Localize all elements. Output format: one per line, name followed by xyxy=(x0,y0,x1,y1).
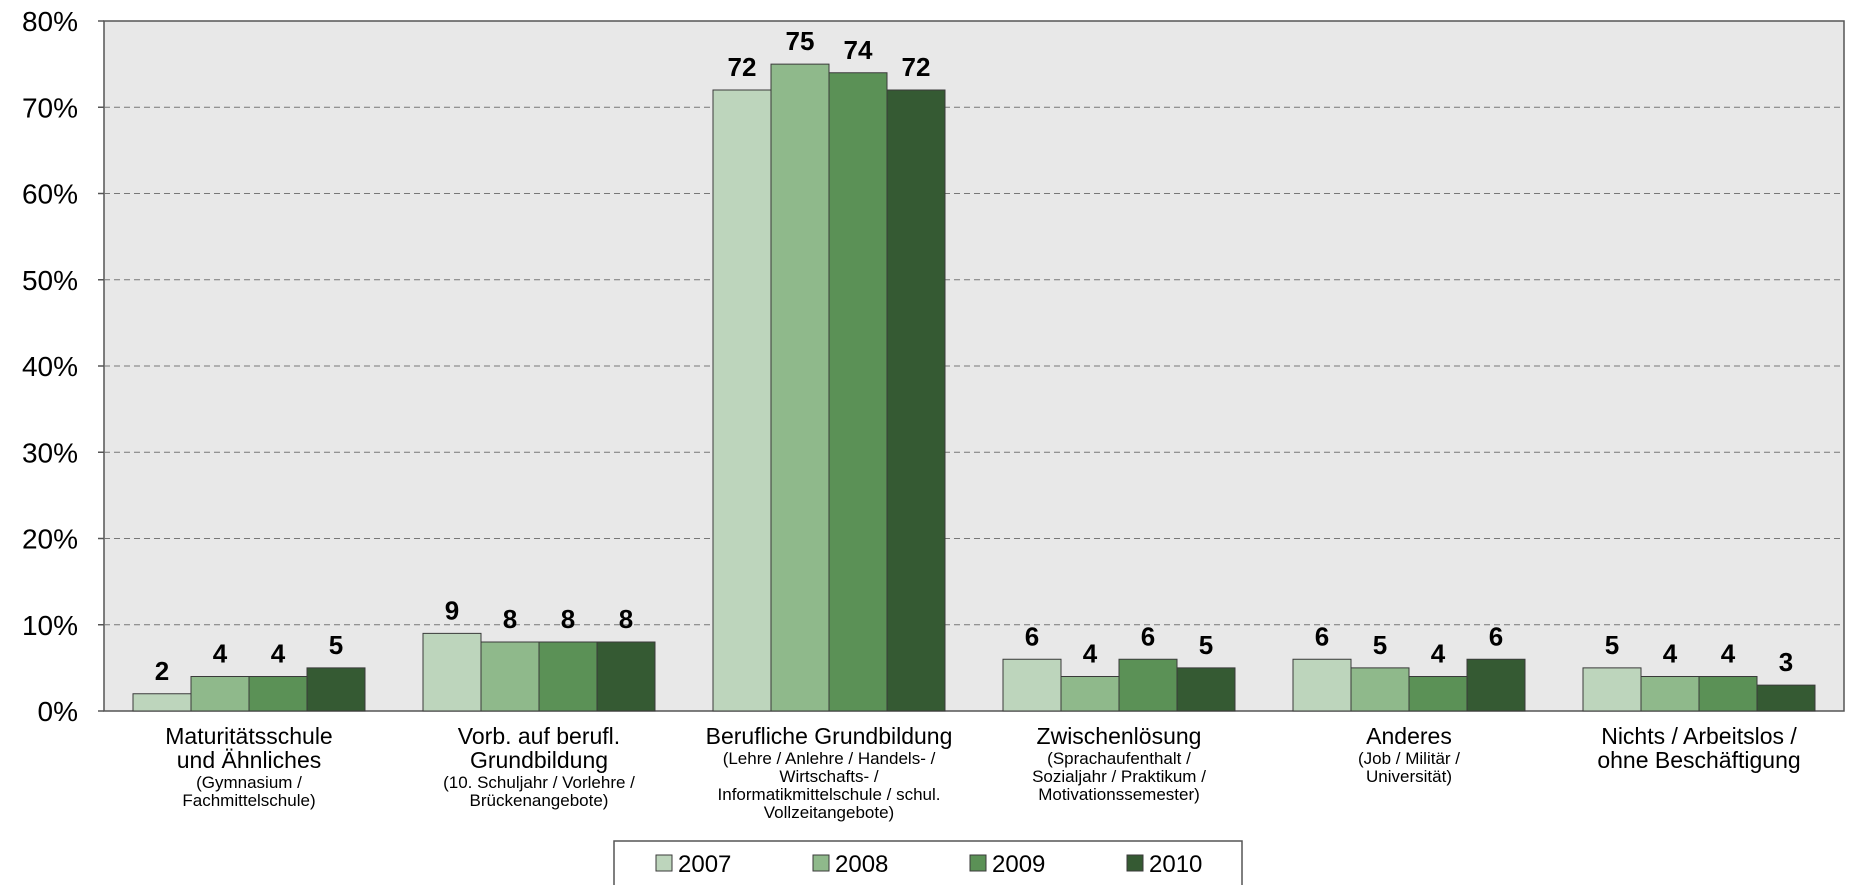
data-label: 4 xyxy=(1663,639,1678,669)
x-tick-sublabel: Universität) xyxy=(1366,767,1452,786)
bar xyxy=(1698,676,1758,712)
legend-label: 2009 xyxy=(992,851,1045,878)
legend-swatch xyxy=(812,854,830,872)
x-tick-sublabel: Wirtschafts- / xyxy=(779,767,878,786)
legend-swatch xyxy=(1126,854,1144,872)
bar xyxy=(1060,676,1120,712)
legend-label: 2007 xyxy=(678,851,731,878)
x-tick-label: Anderes xyxy=(1366,723,1452,749)
x-tick-sublabel: (10. Schuljahr / Vorlehre / xyxy=(443,773,635,792)
x-tick-sublabel: (Lehre / Anlehre / Handels- / xyxy=(723,749,936,768)
bar xyxy=(712,89,772,712)
data-label: 72 xyxy=(902,52,931,82)
x-tick-label: Maturitätsschule xyxy=(165,723,332,749)
x-tick-label: Zwischenlösung xyxy=(1037,723,1202,749)
x-tick-label: und Ähnliches xyxy=(177,747,322,773)
bar xyxy=(1002,658,1062,712)
y-tick-label: 60% xyxy=(22,179,78,210)
bar xyxy=(480,641,540,712)
data-label: 4 xyxy=(1083,639,1098,669)
bar xyxy=(1582,667,1642,712)
x-tick-label: ohne Beschäftigung xyxy=(1597,747,1800,773)
x-tick-sublabel: Vollzeitangebote) xyxy=(764,803,894,822)
bar xyxy=(422,632,482,712)
data-label: 4 xyxy=(1721,639,1736,669)
data-label: 4 xyxy=(213,639,228,669)
data-label: 4 xyxy=(271,639,286,669)
bar xyxy=(538,641,598,712)
x-tick-label: Berufliche Grundbildung xyxy=(706,723,953,749)
data-label: 5 xyxy=(1605,630,1619,660)
bar xyxy=(886,89,946,712)
legend-label: 2010 xyxy=(1149,851,1202,878)
x-tick-label: Grundbildung xyxy=(470,747,608,773)
bar xyxy=(190,676,250,712)
y-tick-label: 10% xyxy=(22,610,78,641)
y-tick-label: 40% xyxy=(22,351,78,382)
x-tick-label: Nichts / Arbeitslos / xyxy=(1601,723,1797,749)
legend-label: 2008 xyxy=(835,851,888,878)
data-label: 72 xyxy=(728,52,757,82)
data-label: 2 xyxy=(155,656,169,686)
bar xyxy=(1408,676,1468,712)
data-label: 6 xyxy=(1025,621,1039,651)
x-tick-sublabel: (Job / Militär / xyxy=(1358,749,1460,768)
y-tick-label: 80% xyxy=(22,6,78,37)
x-tick-sublabel: (Sprachaufenthalt / xyxy=(1047,749,1191,768)
bar xyxy=(1176,667,1236,712)
bar xyxy=(1118,658,1178,712)
bar xyxy=(1466,658,1526,712)
data-label: 75 xyxy=(786,26,815,56)
data-label: 6 xyxy=(1489,621,1503,651)
y-tick-label: 50% xyxy=(22,265,78,296)
data-label: 8 xyxy=(503,604,517,634)
data-label: 5 xyxy=(1373,630,1387,660)
data-label: 5 xyxy=(329,630,343,660)
bar xyxy=(828,72,888,712)
bar xyxy=(306,667,366,712)
y-tick-label: 0% xyxy=(38,696,78,727)
bar xyxy=(1640,676,1700,712)
y-tick-label: 20% xyxy=(22,524,78,555)
legend-swatch xyxy=(969,854,987,872)
x-tick-sublabel: Brückenangebote) xyxy=(470,791,609,810)
x-tick-sublabel: Fachmittelschule) xyxy=(182,791,315,810)
data-label: 4 xyxy=(1431,639,1446,669)
bar xyxy=(596,641,656,712)
x-tick-sublabel: Motivationssemester) xyxy=(1038,785,1200,804)
data-label: 6 xyxy=(1141,621,1155,651)
data-label: 8 xyxy=(561,604,575,634)
y-tick-label: 70% xyxy=(22,92,78,123)
x-tick-sublabel: Informatikmittelschule / schul. xyxy=(718,785,941,804)
legend-swatch xyxy=(655,854,673,872)
bar xyxy=(1756,684,1816,712)
x-tick-sublabel: Sozialjahr / Praktikum / xyxy=(1032,767,1206,786)
data-label: 9 xyxy=(445,595,459,625)
bar xyxy=(248,676,308,712)
y-tick-label: 30% xyxy=(22,437,78,468)
bar xyxy=(132,693,192,712)
x-tick-label: Vorb. auf berufl. xyxy=(458,723,620,749)
bar xyxy=(1350,667,1410,712)
data-label: 3 xyxy=(1779,647,1793,677)
data-label: 74 xyxy=(844,35,873,65)
data-label: 5 xyxy=(1199,630,1213,660)
x-tick-sublabel: (Gymnasium / xyxy=(196,773,302,792)
data-label: 8 xyxy=(619,604,633,634)
bar xyxy=(770,63,830,712)
data-label: 6 xyxy=(1315,621,1329,651)
bar xyxy=(1292,658,1352,712)
